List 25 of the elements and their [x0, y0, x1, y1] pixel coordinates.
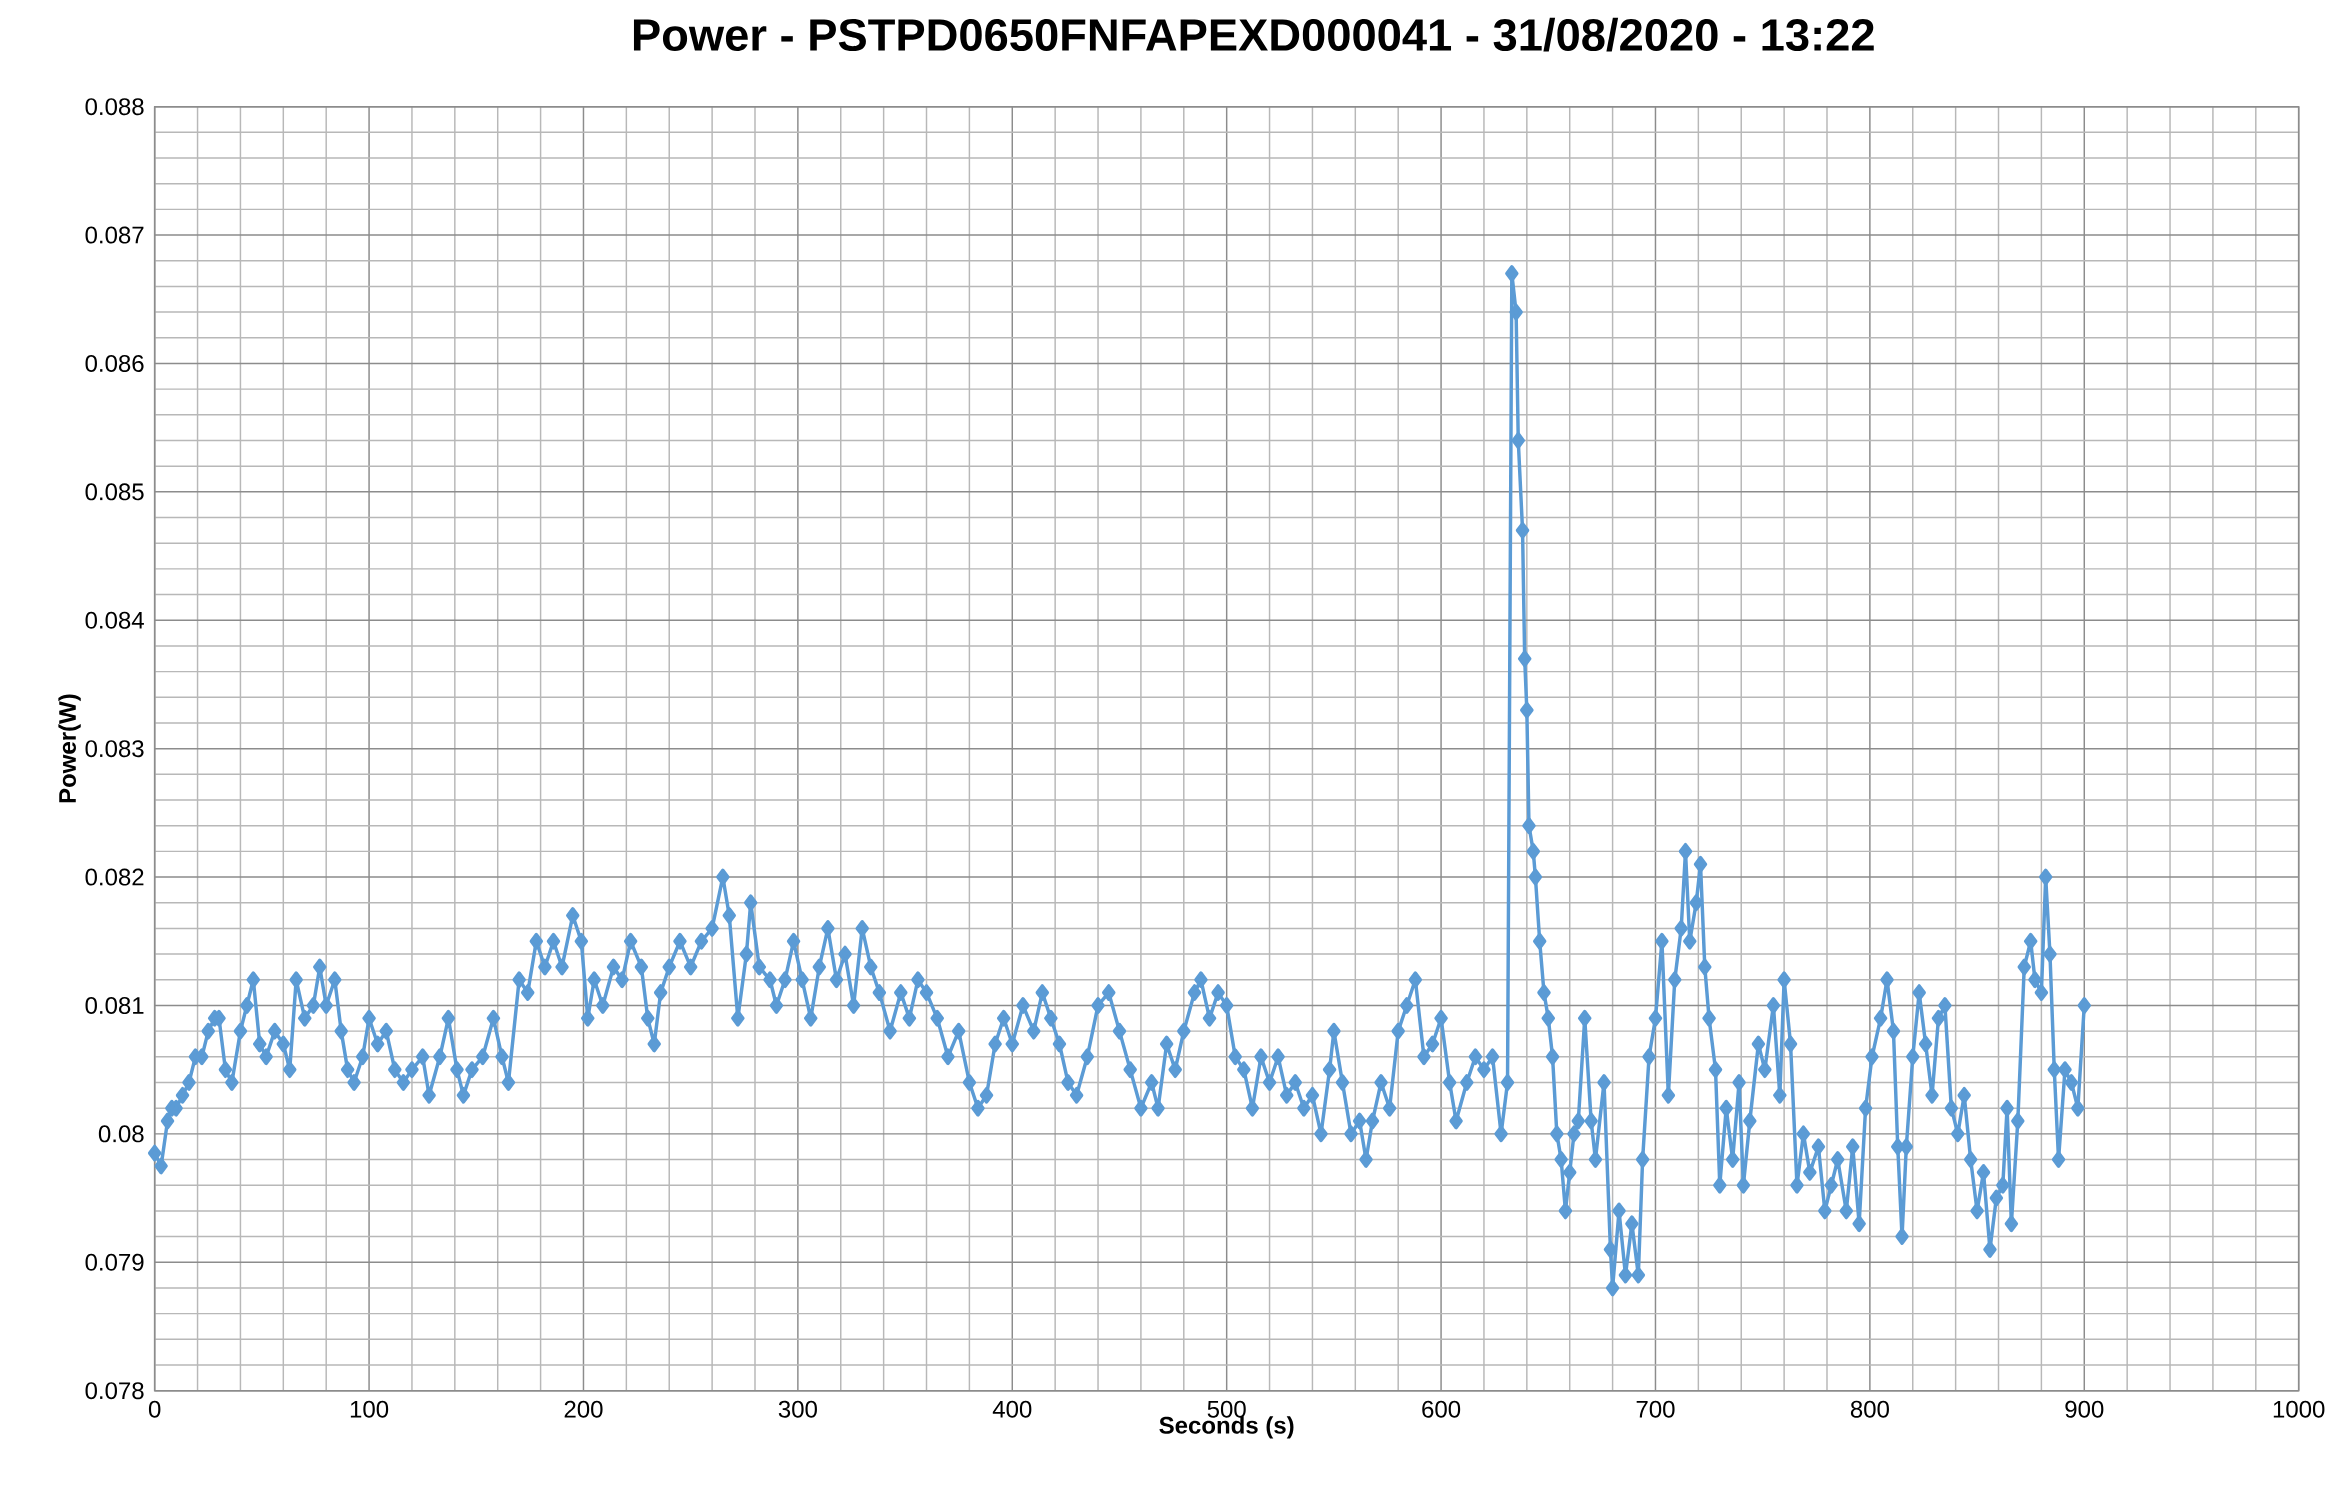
y-tick-label: 0.087 [85, 226, 144, 244]
y-tick-label: 0.079 [85, 1253, 144, 1271]
x-tick-label: 1000 [2273, 1400, 2325, 1418]
y-axis-title: Power(W) [58, 694, 81, 803]
x-tick-label: 400 [992, 1400, 1032, 1418]
y-tick-label: 0.086 [85, 354, 144, 372]
y-tick-label: 0.08 [98, 1125, 144, 1143]
x-tick-label: 200 [564, 1400, 603, 1418]
y-tick-label: 0.078 [85, 1381, 144, 1399]
y-tick-label: 0.082 [85, 868, 144, 886]
x-tick-label: 700 [1636, 1400, 1675, 1418]
chart-title: Power - PSTPD0650FNFAPEXD000041 - 31/08/2020 - 13:22 [633, 17, 1874, 52]
y-tick-label: 0.084 [85, 611, 144, 629]
y-tick-label: 0.081 [85, 996, 144, 1014]
y-tick-label: 0.088 [85, 97, 144, 115]
x-tick-label: 900 [2065, 1400, 2104, 1418]
x-tick-label: 0 [148, 1400, 161, 1418]
x-tick-label: 800 [1850, 1400, 1889, 1418]
y-tick-label: 0.083 [85, 739, 144, 757]
x-tick-label: 500 [1207, 1400, 1246, 1418]
x-tick-label: 600 [1422, 1400, 1461, 1418]
y-tick-label: 0.085 [85, 483, 144, 501]
x-axis-title: Seconds (s) [1159, 1416, 1294, 1439]
x-tick-label: 100 [350, 1400, 389, 1418]
x-tick-label: 300 [778, 1400, 817, 1418]
